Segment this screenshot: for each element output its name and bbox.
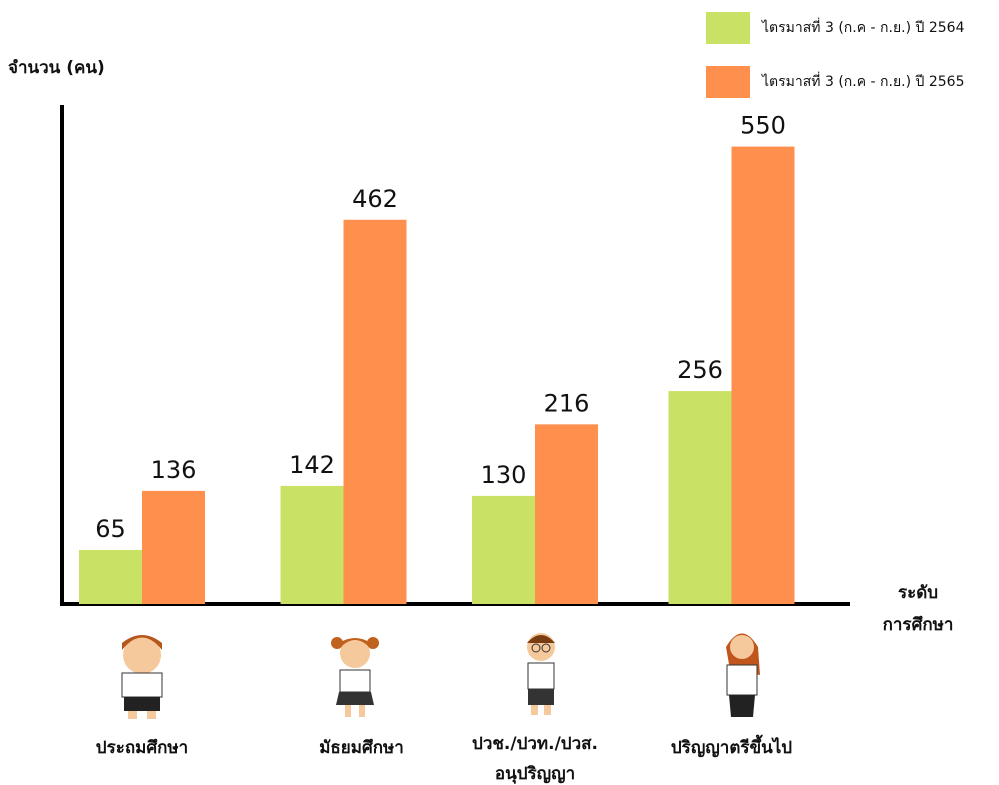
value-label: 216 (544, 389, 590, 417)
bar (281, 486, 344, 604)
legend-label: ไตรมาสที่ 3 (ก.ค - ก.ย.) ปี 2565 (761, 72, 965, 90)
chart: จำนวน (คน) ระดับการศึกษา 65 136 ประถมศึกษา… (0, 0, 999, 785)
value-label: 65 (95, 515, 126, 543)
x-tick-label: ปริญญาตรีขึ้นไป (671, 734, 792, 758)
x-tick-label: ปวช./ปวท./ปวส.อนุปริญญา (472, 734, 598, 784)
value-label: 130 (481, 461, 527, 489)
x-tick-label: มัธยมศึกษา (319, 738, 404, 758)
bar (472, 496, 535, 604)
icons (122, 633, 760, 719)
value-label: 256 (677, 356, 723, 384)
page: จำนวน (คน) ระดับการศึกษา 65 136 ประถมศึกษา… (0, 0, 999, 785)
legend-swatch (706, 12, 750, 44)
x-tick-label: ประถมศึกษา (96, 738, 188, 758)
bar (669, 391, 732, 604)
legend-swatch (706, 66, 750, 98)
value-label: 136 (151, 456, 197, 484)
bar (732, 147, 795, 604)
value-label: 142 (289, 451, 335, 479)
x-axis-label: ระดับการศึกษา (883, 583, 954, 635)
icon-child (122, 635, 162, 719)
value-label: 462 (352, 185, 398, 213)
legend-label: ไตรมาสที่ 3 (ก.ค - ก.ย.) ปี 2564 (761, 18, 965, 36)
icon-child (331, 637, 379, 717)
icon-child (527, 633, 555, 715)
icon-child (726, 634, 760, 718)
bar (535, 424, 598, 604)
bar (79, 550, 142, 604)
value-label: 550 (740, 112, 786, 140)
bar (344, 220, 407, 604)
bar (142, 491, 205, 604)
y-axis-label: จำนวน (คน) (8, 58, 105, 78)
